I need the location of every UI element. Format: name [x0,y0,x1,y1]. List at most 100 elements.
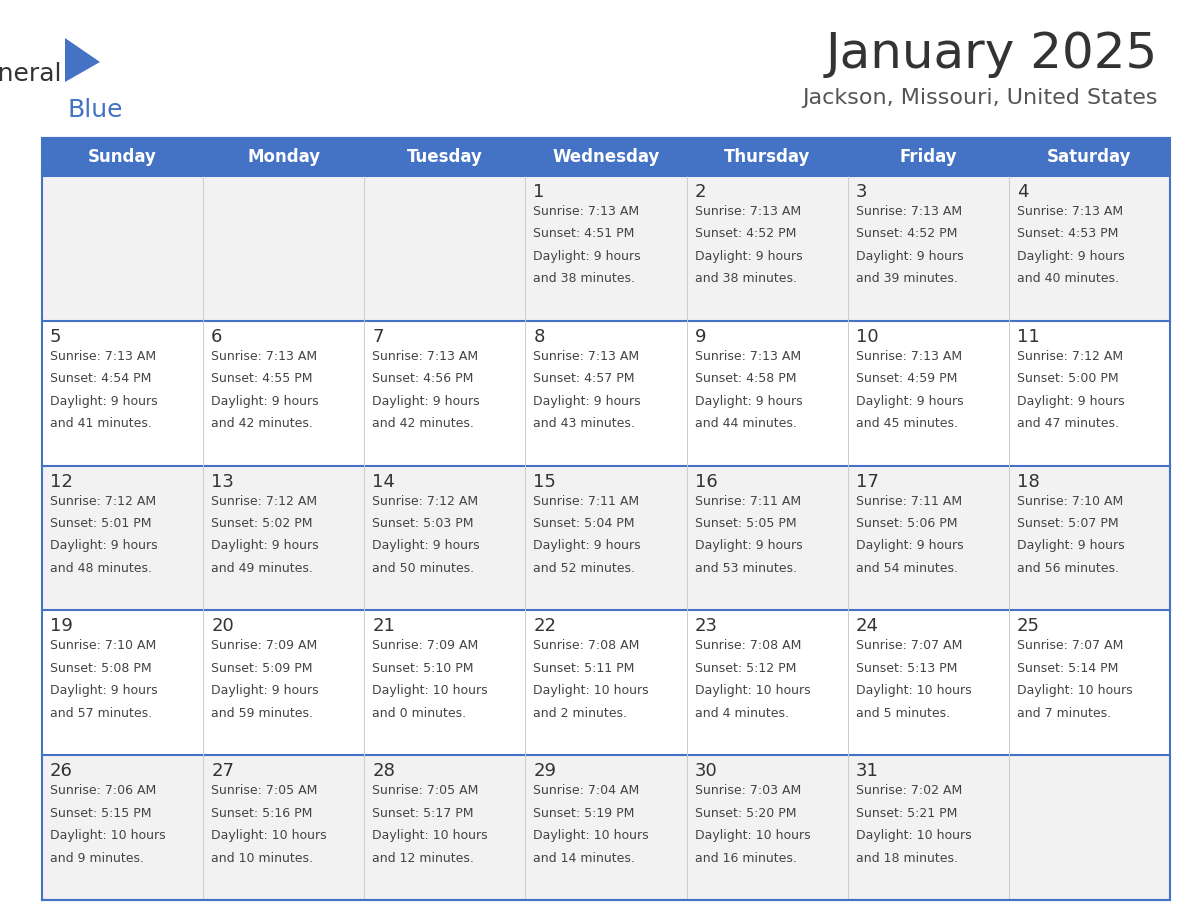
Text: Sunset: 5:17 PM: Sunset: 5:17 PM [372,807,474,820]
Text: Sunset: 4:52 PM: Sunset: 4:52 PM [695,228,796,241]
Text: and 40 minutes.: and 40 minutes. [1017,273,1119,285]
Bar [365,610,525,756]
Text: Sunrise: 7:13 AM: Sunrise: 7:13 AM [695,350,801,363]
Text: Sunset: 5:06 PM: Sunset: 5:06 PM [855,517,958,530]
Text: Sunset: 5:11 PM: Sunset: 5:11 PM [533,662,634,675]
Text: and 43 minutes.: and 43 minutes. [533,417,636,431]
Text: Sunrise: 7:07 AM: Sunrise: 7:07 AM [855,640,962,653]
Text: Daylight: 9 hours: Daylight: 9 hours [855,395,963,408]
Text: 11: 11 [1017,328,1040,346]
Bar [687,176,848,320]
Text: Daylight: 9 hours: Daylight: 9 hours [372,395,480,408]
Text: Sunrise: 7:04 AM: Sunrise: 7:04 AM [533,784,639,797]
Text: Sunset: 5:00 PM: Sunset: 5:00 PM [1017,372,1118,386]
Text: Sunday: Sunday [88,148,157,166]
Bar [1009,320,1170,465]
Bar [687,465,848,610]
Text: Daylight: 10 hours: Daylight: 10 hours [1017,684,1132,698]
Text: Daylight: 9 hours: Daylight: 9 hours [50,540,158,553]
Text: Sunset: 4:56 PM: Sunset: 4:56 PM [372,372,474,386]
Text: Sunset: 4:55 PM: Sunset: 4:55 PM [211,372,312,386]
Bar [42,465,203,610]
Bar [365,465,525,610]
Text: Sunrise: 7:13 AM: Sunrise: 7:13 AM [372,350,479,363]
Text: Sunrise: 7:08 AM: Sunrise: 7:08 AM [695,640,801,653]
Text: Sunset: 5:13 PM: Sunset: 5:13 PM [855,662,958,675]
Text: Sunrise: 7:07 AM: Sunrise: 7:07 AM [1017,640,1123,653]
Bar [42,138,203,176]
Text: Daylight: 10 hours: Daylight: 10 hours [372,684,488,698]
Text: Daylight: 9 hours: Daylight: 9 hours [695,250,802,263]
Text: Wednesday: Wednesday [552,148,659,166]
Text: and 38 minutes.: and 38 minutes. [533,273,636,285]
Text: 16: 16 [695,473,718,490]
Text: Sunset: 5:21 PM: Sunset: 5:21 PM [855,807,958,820]
Text: Daylight: 10 hours: Daylight: 10 hours [533,829,649,842]
Text: 28: 28 [372,762,396,780]
Text: Sunrise: 7:13 AM: Sunrise: 7:13 AM [211,350,317,363]
Text: 7: 7 [372,328,384,346]
Bar [365,138,525,176]
Text: 8: 8 [533,328,545,346]
Text: Daylight: 9 hours: Daylight: 9 hours [1017,395,1125,408]
Text: and 50 minutes.: and 50 minutes. [372,562,474,575]
Bar [42,610,203,756]
Text: Sunset: 5:19 PM: Sunset: 5:19 PM [533,807,634,820]
Bar [525,610,687,756]
Text: and 14 minutes.: and 14 minutes. [533,852,636,865]
Bar [687,320,848,465]
Text: 13: 13 [211,473,234,490]
Text: Sunrise: 7:02 AM: Sunrise: 7:02 AM [855,784,962,797]
Text: and 57 minutes.: and 57 minutes. [50,707,152,720]
Text: Saturday: Saturday [1047,148,1132,166]
Bar [848,465,1009,610]
Text: Sunset: 5:10 PM: Sunset: 5:10 PM [372,662,474,675]
Bar [687,756,848,900]
Text: and 10 minutes.: and 10 minutes. [211,852,314,865]
Text: Daylight: 9 hours: Daylight: 9 hours [372,540,480,553]
Text: Sunrise: 7:11 AM: Sunrise: 7:11 AM [695,495,801,508]
Text: and 44 minutes.: and 44 minutes. [695,417,796,431]
Text: Daylight: 9 hours: Daylight: 9 hours [695,395,802,408]
Text: Sunrise: 7:13 AM: Sunrise: 7:13 AM [695,205,801,218]
Text: Sunrise: 7:13 AM: Sunrise: 7:13 AM [533,205,639,218]
Text: Sunset: 5:15 PM: Sunset: 5:15 PM [50,807,152,820]
Text: Sunset: 5:20 PM: Sunset: 5:20 PM [695,807,796,820]
Text: and 53 minutes.: and 53 minutes. [695,562,797,575]
Text: 14: 14 [372,473,396,490]
Text: Sunset: 4:58 PM: Sunset: 4:58 PM [695,372,796,386]
Text: Sunrise: 7:09 AM: Sunrise: 7:09 AM [211,640,317,653]
Text: and 4 minutes.: and 4 minutes. [695,707,789,720]
Text: and 38 minutes.: and 38 minutes. [695,273,797,285]
Text: and 5 minutes.: and 5 minutes. [855,707,950,720]
Text: 21: 21 [372,618,396,635]
Text: Sunset: 5:09 PM: Sunset: 5:09 PM [211,662,312,675]
Bar [687,138,848,176]
Text: and 7 minutes.: and 7 minutes. [1017,707,1111,720]
Text: 29: 29 [533,762,556,780]
Bar [525,465,687,610]
Text: Sunset: 5:05 PM: Sunset: 5:05 PM [695,517,796,530]
Bar [1009,756,1170,900]
Text: 22: 22 [533,618,556,635]
Text: General: General [0,62,62,86]
Text: Sunrise: 7:13 AM: Sunrise: 7:13 AM [50,350,156,363]
Text: Sunrise: 7:10 AM: Sunrise: 7:10 AM [1017,495,1123,508]
Text: and 47 minutes.: and 47 minutes. [1017,417,1119,431]
Text: Sunset: 5:14 PM: Sunset: 5:14 PM [1017,662,1118,675]
Text: and 45 minutes.: and 45 minutes. [855,417,958,431]
Text: Daylight: 9 hours: Daylight: 9 hours [533,395,642,408]
Text: and 56 minutes.: and 56 minutes. [1017,562,1119,575]
Text: Sunrise: 7:11 AM: Sunrise: 7:11 AM [533,495,639,508]
Text: Sunrise: 7:13 AM: Sunrise: 7:13 AM [1017,205,1123,218]
Text: 19: 19 [50,618,72,635]
Text: Daylight: 9 hours: Daylight: 9 hours [533,540,642,553]
Bar [1009,465,1170,610]
Text: and 59 minutes.: and 59 minutes. [211,707,314,720]
Text: Daylight: 10 hours: Daylight: 10 hours [695,829,810,842]
Bar [203,176,365,320]
Text: Sunrise: 7:03 AM: Sunrise: 7:03 AM [695,784,801,797]
Text: 5: 5 [50,328,62,346]
Text: Sunrise: 7:11 AM: Sunrise: 7:11 AM [855,495,962,508]
Text: Daylight: 10 hours: Daylight: 10 hours [211,829,327,842]
